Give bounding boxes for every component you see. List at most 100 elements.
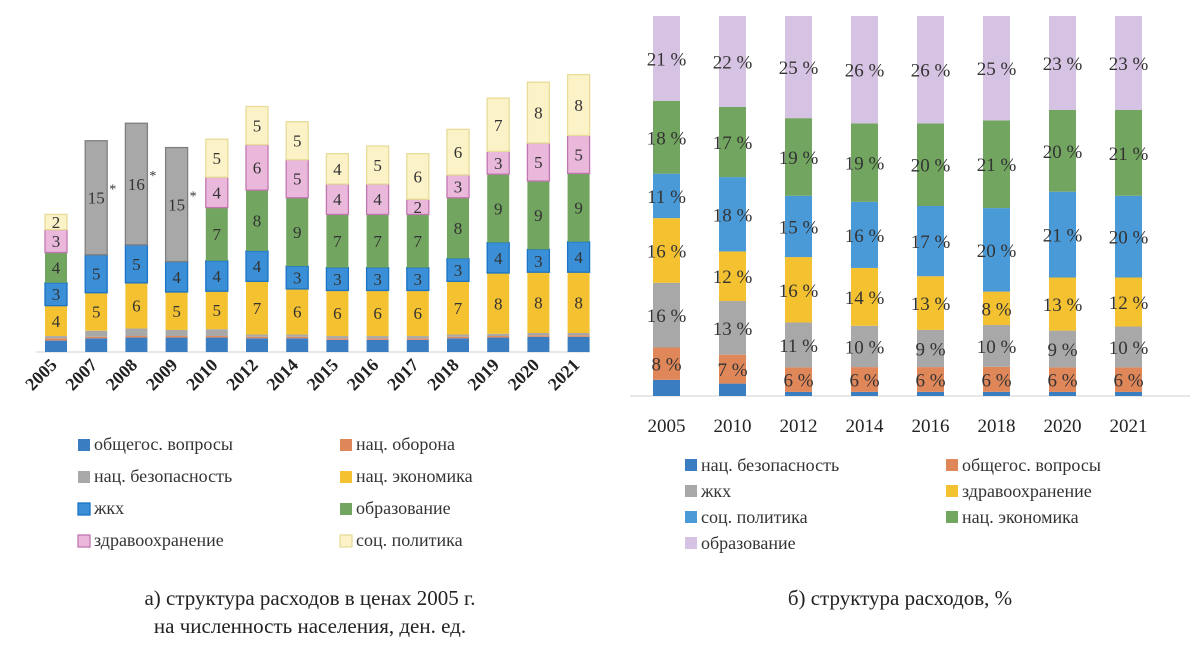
bar-segment (719, 16, 746, 107)
bar-segment (286, 334, 309, 337)
data-label: 14 % (845, 288, 885, 309)
bar-segment (719, 251, 746, 301)
data-label: 9 % (915, 340, 945, 361)
data-label: 17 % (911, 232, 951, 253)
data-label: 6 (253, 158, 262, 177)
legend-swatch (77, 502, 91, 516)
data-label: 8 (454, 219, 463, 238)
x-tick-label: 2009 (142, 355, 182, 395)
data-label: 21 % (647, 49, 687, 70)
bar-segment (84, 140, 108, 256)
data-label: 3 (414, 270, 423, 289)
data-label: 6 (373, 304, 382, 323)
data-label: 16 % (779, 281, 819, 302)
bar-segment (719, 106, 746, 178)
bar-segment (366, 214, 389, 268)
bar-segment (246, 190, 268, 251)
x-tick-label: 2008 (102, 355, 142, 395)
legend-label: нац. экономика (962, 507, 1079, 527)
bar-segment (527, 336, 550, 352)
data-label: 8 % (981, 299, 1011, 320)
bar-segment (1115, 326, 1142, 368)
data-label: 26 % (911, 61, 951, 82)
bar-segment (406, 338, 429, 340)
data-label: 6 % (915, 370, 945, 391)
data-label: 3 (494, 154, 503, 173)
bar-segment (326, 336, 349, 339)
bar-segment (785, 16, 812, 119)
bar-segment (1049, 16, 1076, 110)
bar-segment (205, 337, 228, 352)
bar-segment (205, 336, 228, 338)
bar-segment (205, 207, 228, 261)
legend-swatch (78, 471, 90, 483)
data-label: 12 % (713, 267, 753, 288)
legend-label: соц. политика (356, 530, 463, 550)
bar-segment (653, 347, 680, 380)
bar-segment (719, 354, 746, 384)
bar-segment (719, 177, 746, 252)
caption-a-line2: на численность населения, ден. ед. (153, 614, 467, 638)
bar-segment (1115, 367, 1142, 392)
data-label: 15 % (779, 217, 819, 238)
bar-segment (1115, 109, 1142, 196)
data-label: 4 (172, 268, 181, 287)
bar-segment (326, 339, 349, 352)
data-label: 6 % (981, 370, 1011, 391)
bar-segment (165, 329, 188, 337)
bar-segment (366, 338, 389, 340)
bar-segment (719, 383, 746, 396)
data-label: 4 (373, 190, 382, 209)
data-label: 16 % (647, 306, 687, 327)
x-tick-label: 2012 (222, 355, 262, 395)
bar-segment (487, 272, 510, 334)
bar-segment (85, 330, 108, 337)
data-label: 23 % (1109, 54, 1149, 75)
data-label: 19 % (779, 148, 819, 169)
bar-segment (653, 173, 680, 219)
bar-segment (406, 336, 429, 339)
data-label: 25 % (779, 58, 819, 79)
bar-segment (85, 338, 108, 352)
legend-label: общегос. вопросы (94, 434, 233, 454)
bar-segment (165, 337, 188, 352)
bar-segment (851, 201, 878, 268)
data-label: 21 % (1043, 226, 1083, 247)
caption-a: а) структура расходов в ценах 2005 г. на… (30, 584, 590, 640)
bar-segment (286, 338, 309, 352)
data-label: 8 (574, 294, 583, 313)
x-tick-label: 2014 (846, 416, 885, 437)
data-label: 7 (253, 299, 262, 318)
bar-segment (246, 281, 268, 335)
bar-segment (653, 282, 680, 348)
caption-a-line1: а) структура расходов в ценах 2005 г. (144, 586, 476, 610)
data-label: 4 (333, 190, 342, 209)
data-label: 8 (574, 96, 583, 115)
bar-segment (917, 329, 944, 368)
x-tick-label: 2010 (714, 416, 752, 437)
bar-segment (785, 367, 812, 392)
data-label: 8 (494, 294, 503, 313)
data-label: 4 (213, 183, 222, 202)
bar-segment (527, 181, 550, 250)
bar-segment (917, 367, 944, 392)
x-tick-label: 2018 (423, 355, 463, 395)
x-tick-label: 2018 (978, 416, 1016, 437)
legend-swatch (340, 471, 352, 483)
bar-segment (125, 336, 148, 338)
data-label: 16 % (647, 241, 687, 262)
bar-segment (326, 338, 349, 340)
legend-label: соц. политика (701, 507, 808, 527)
data-label: 3 (454, 177, 463, 196)
data-label: 18 % (647, 128, 687, 149)
bar-segment (566, 73, 591, 137)
legend-swatch (77, 534, 91, 548)
bar-segment (326, 214, 349, 268)
data-label: 10 % (977, 337, 1017, 358)
data-label: 6 % (783, 371, 813, 392)
x-tick-label: 2021 (1110, 416, 1148, 437)
data-label: 4 (494, 249, 503, 268)
bar-segment (406, 214, 429, 268)
bar-segment (446, 128, 470, 176)
bar-segment (566, 241, 591, 273)
